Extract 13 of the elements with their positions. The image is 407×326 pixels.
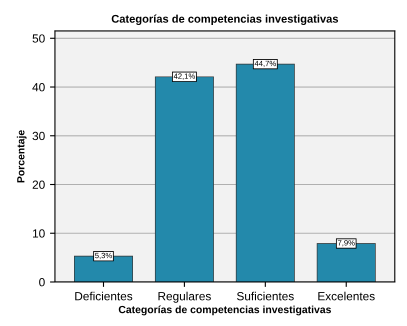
x-tick-label: Regulares	[158, 292, 211, 303]
y-tick-label: 20	[32, 180, 45, 189]
x-tick-label: Excelentes	[318, 292, 375, 300]
x-tick-label: Deficientes	[75, 292, 132, 300]
y-tick-label: 0	[39, 278, 45, 286]
chart-title: Categorías de competencias investigativas	[112, 14, 338, 25]
y-tick-label: 30	[32, 132, 45, 140]
y-tick-label: 50	[32, 34, 45, 43]
y-axis-title: Porcentaje	[16, 130, 27, 182]
y-tick-label: 10	[32, 229, 45, 238]
x-axis-title: Categorías de competencias investigativas	[118, 305, 331, 316]
y-tick-label: 40	[32, 83, 45, 92]
x-tick-label: Suficientes	[236, 292, 294, 300]
